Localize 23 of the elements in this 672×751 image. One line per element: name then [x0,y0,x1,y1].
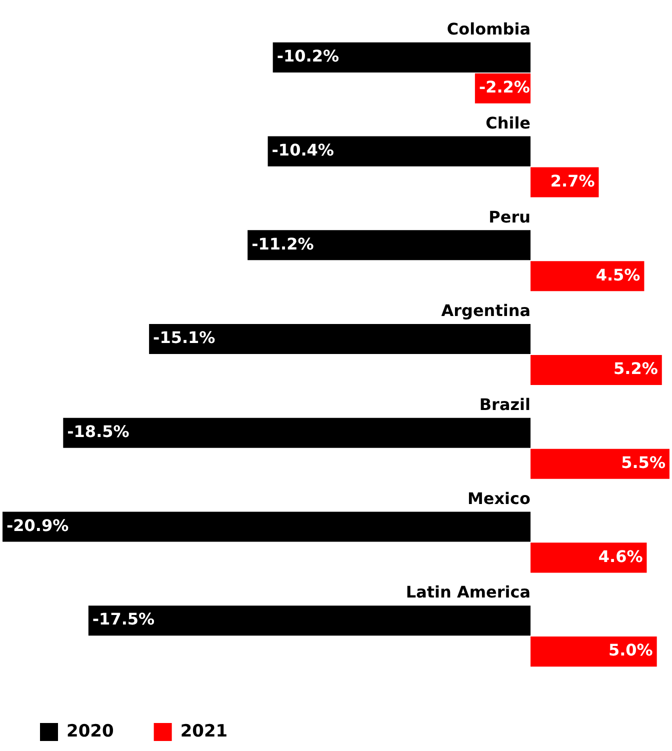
data-label: -18.5% [67,422,130,442]
y-tick-label: Latin America [406,582,531,602]
y-tick-label: Mexico [467,488,531,508]
legend-label: 2021 [180,721,228,742]
y-tick-label: Argentina [441,301,531,320]
data-label: -17.5% [92,610,155,629]
data-label: -15.1% [153,328,216,348]
y-tick-label: Chile [486,113,531,132]
data-label: -11.2% [252,234,314,254]
data-label: -10.4% [272,140,334,160]
y-tick-label: Colombia [446,20,531,39]
data-label: -2.2% [478,78,530,97]
data-label: -10.2% [276,46,339,66]
data-label: 4.5% [596,265,640,284]
data-label: 2.7% [550,171,595,190]
legend-label: 2020 [66,721,114,742]
data-label: 5.0% [608,640,653,660]
data-label: 4.6% [598,546,643,566]
data-label: 5.2% [614,359,658,378]
data-label: 5.5% [621,453,666,472]
y-tick-label: Peru [488,207,531,226]
data-label: -20.9% [6,516,69,535]
y-tick-label: Brazil [479,395,531,414]
